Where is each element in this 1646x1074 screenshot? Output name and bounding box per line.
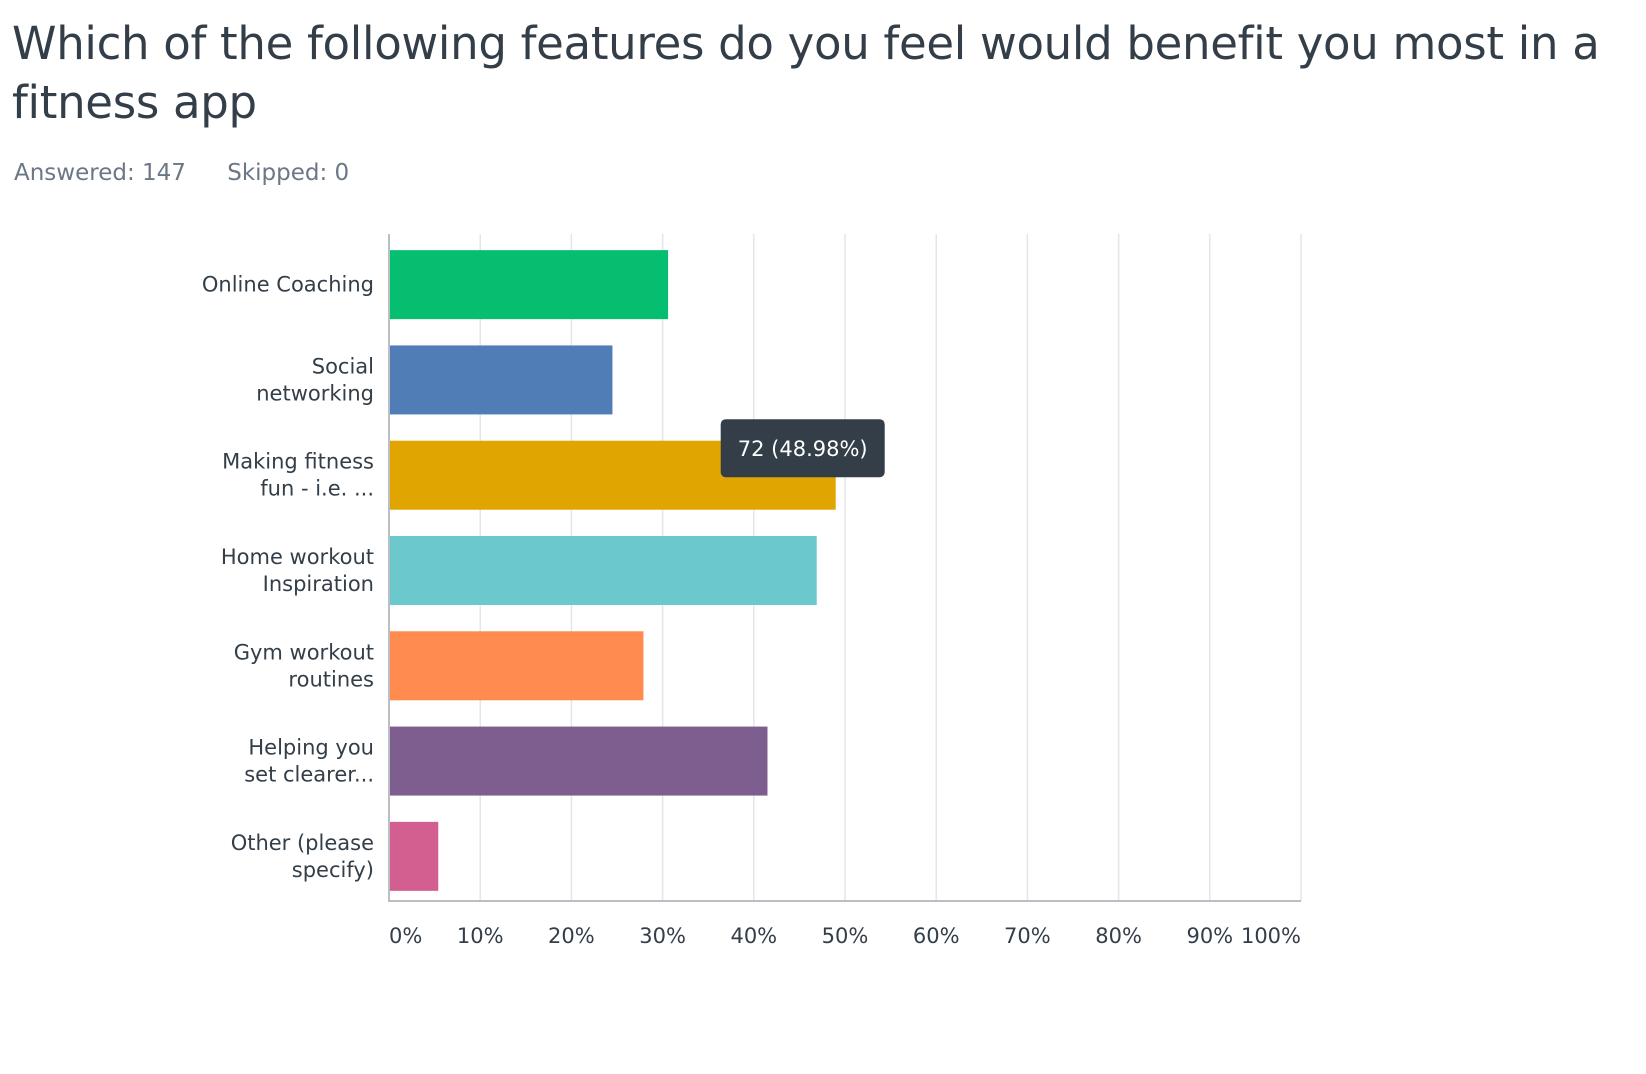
x-tick-label: 70%	[1004, 924, 1051, 948]
tooltip-text: 72 (48.98%)	[738, 437, 868, 461]
category-label: Gym workout routines	[234, 640, 374, 691]
category-label-line: Inspiration	[263, 572, 374, 596]
category-label: Making fitness fun - i.e. ...	[222, 450, 374, 501]
category-label-line: Helping you	[248, 736, 374, 760]
skipped-count: Skipped: 0	[227, 160, 350, 186]
bar[interactable]	[390, 726, 768, 796]
category-label-line: fun - i.e. ...	[260, 477, 374, 501]
tooltip-box	[720, 419, 885, 478]
response-stats: Answered: 147 Skipped: 0	[14, 160, 383, 186]
category-label: Online Coaching	[202, 273, 374, 297]
category-label: Helping you set clearer...	[244, 736, 374, 787]
x-tick-label: 20%	[548, 924, 595, 948]
category-label-line: specify)	[292, 858, 374, 882]
category-label-line: Social	[312, 354, 374, 378]
bar[interactable]	[390, 250, 669, 320]
x-tick-label: 30%	[639, 924, 686, 948]
x-tick-label: 60%	[913, 924, 960, 948]
category-label-line: Other (please	[231, 831, 374, 855]
category-label-line: networking	[256, 381, 374, 405]
bar[interactable]	[390, 821, 439, 891]
answered-count: Answered: 147	[14, 160, 186, 186]
x-tick-label: 0%	[389, 924, 422, 948]
category-label: Other (please specify)	[231, 831, 374, 882]
category-label-line: Making fitness	[222, 450, 374, 474]
category-label: Social networking	[256, 354, 374, 405]
bar[interactable]	[390, 631, 644, 701]
category-label-line: Home workout	[221, 545, 374, 569]
x-tick-label: 10%	[457, 924, 504, 948]
category-label-line: Gym workout	[234, 640, 374, 664]
category-label-line: routines	[288, 667, 374, 691]
bar[interactable]	[390, 345, 613, 415]
category-label-line: Online Coaching	[202, 273, 374, 297]
question-title: Which of the following features do you f…	[12, 17, 1600, 129]
x-tick-label: 50%	[822, 924, 869, 948]
category-label: Home workout Inspiration	[221, 545, 374, 596]
bar[interactable]	[390, 536, 817, 605]
category-label-line: set clearer...	[244, 763, 374, 787]
x-tick-label: 80%	[1095, 924, 1142, 948]
x-tick-label: 100%	[1241, 924, 1301, 948]
x-tick-label: 90%	[1186, 924, 1233, 948]
x-tick-label: 40%	[730, 924, 777, 948]
